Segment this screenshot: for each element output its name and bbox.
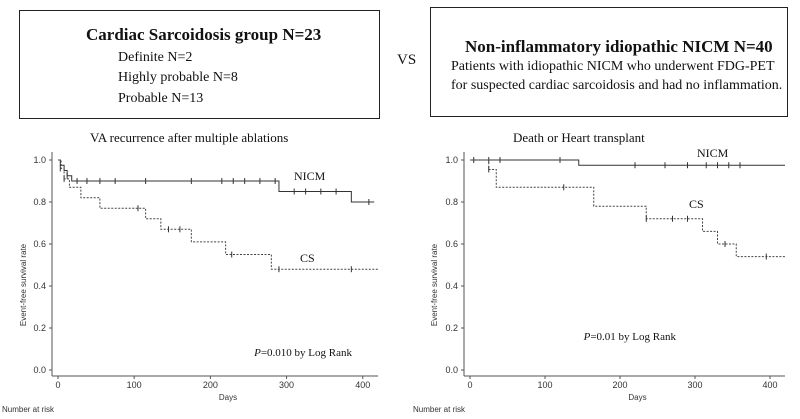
chart-2-ytick-label: 0.6: [445, 239, 458, 249]
chart-2-p-value: P=0.01 by Log Rank: [583, 331, 677, 343]
chart-1-xtick-label: 100: [127, 380, 142, 390]
chart-2-cs-curve: [470, 159, 785, 258]
chart-2-title: Death or Heart transplant: [513, 130, 645, 145]
chart-2-ytick-label: 0.2: [445, 323, 458, 333]
cs-group-box: Cardiac Sarcoidosis group N=23 Definite …: [19, 10, 380, 119]
chart-1-y-axis-label: Event-free survival rate: [19, 243, 28, 326]
chart-2-cs-label: CS: [689, 197, 704, 211]
chart-2-xtick-label: 200: [612, 380, 627, 390]
chart-1-ytick-label: 0.0: [33, 365, 46, 375]
chart-2-x-axis-label: Days: [628, 393, 646, 402]
nicm-group-line-1: Patients with idiopathic NICM who underw…: [451, 59, 775, 74]
cs-group-title: Cardiac Sarcoidosis group N=23: [86, 25, 322, 44]
nicm-group-line-2: for suspected cardiac sarcoidosis and ha…: [451, 78, 783, 93]
chart-2-xtick-label: 0: [467, 380, 472, 390]
chart-1-number-at-risk: Number at risk: [2, 405, 55, 414]
chart-2-nicm-label: NICM: [697, 146, 729, 160]
cs-group-line-definite: Definite N=2: [118, 50, 193, 65]
chart-1-xtick-label: 300: [279, 380, 294, 390]
chart-2-number-at-risk: Number at risk: [413, 405, 466, 414]
chart-1-nicm-label: NICM: [294, 169, 326, 183]
chart-1-p-symbol: P: [253, 347, 261, 359]
chart-1-cs-curve: [58, 159, 378, 270]
chart-1-xtick-label: 0: [55, 380, 60, 390]
chart-2-p-text: =0.01 by Log Rank: [590, 331, 676, 343]
chart-1-p-value: P=0.010 by Log Rank: [253, 347, 352, 359]
chart-1-title: VA recurrence after multiple ablations: [90, 130, 289, 145]
chart-1-xtick-label: 400: [355, 380, 370, 390]
chart-2-y-axis-label: Event-free survival rate: [430, 243, 439, 326]
chart-2-p-symbol: P: [583, 331, 591, 343]
chart-1-ytick-label: 0.8: [33, 197, 46, 207]
cs-group-line-probable: Probable N=13: [118, 91, 204, 106]
chart-1-cs-label: CS: [300, 251, 315, 265]
chart-1-ytick-label: 0.4: [33, 281, 46, 291]
chart-1-xtick-label: 200: [203, 380, 218, 390]
nicm-group-box: Non-inflammatory idiopathic NICM N=40 Pa…: [430, 7, 788, 117]
nicm-group-title: Non-inflammatory idiopathic NICM N=40: [465, 37, 773, 56]
chart-1-ytick-label: 0.2: [33, 323, 46, 333]
chart-1-p-text: =0.010 by Log Rank: [261, 347, 353, 359]
chart-2-nicm-curve: [470, 159, 785, 166]
chart-2-ytick-label: 1.0: [445, 155, 458, 165]
chart-2-ytick-label: 0.8: [445, 197, 458, 207]
chart-1-x-axis-label: Days: [219, 393, 237, 402]
vs-label: VS: [397, 52, 417, 68]
chart-1-ytick-label: 1.0: [33, 155, 46, 165]
chart-2-ytick-label: 0.4: [445, 281, 458, 291]
chart-2-xtick-label: 400: [762, 380, 777, 390]
chart-1-ytick-label: 0.6: [33, 239, 46, 249]
chart-2-ytick-label: 0.0: [445, 365, 458, 375]
cs-group-line-highly-probable: Highly probable N=8: [118, 70, 238, 85]
chart-2-xtick-label: 300: [687, 380, 702, 390]
chart-2-xtick-label: 100: [537, 380, 552, 390]
chart-1-nicm-curve: [58, 159, 375, 203]
